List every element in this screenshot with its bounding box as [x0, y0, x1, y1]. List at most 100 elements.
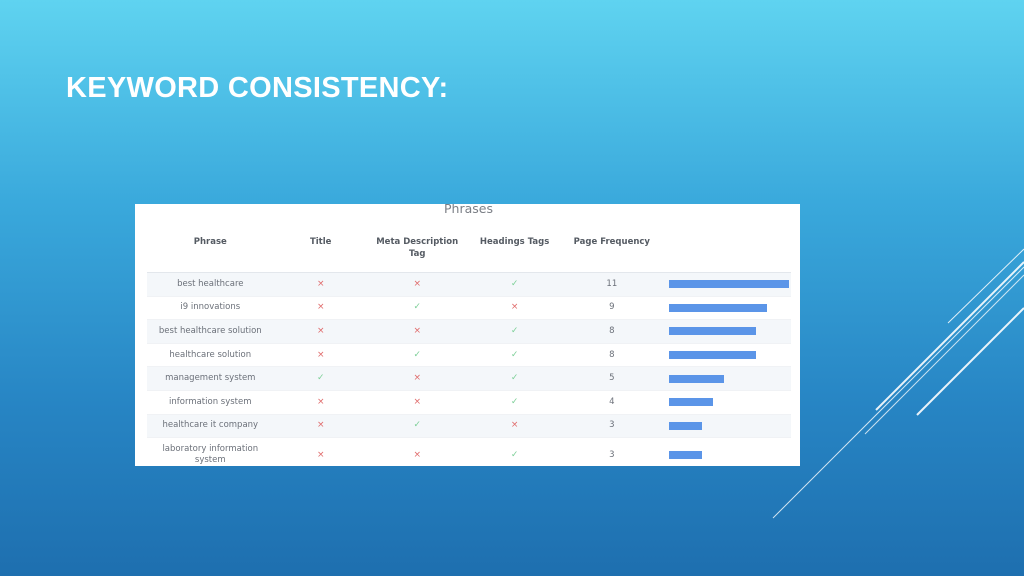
check-icon: ✓	[413, 349, 421, 360]
frequency-cell: 11	[562, 272, 661, 297]
headings-status-cell: ✓	[466, 343, 563, 368]
check-icon: ✓	[316, 373, 325, 384]
phrases-table: Phrase Title Meta Description Tag Headin…	[147, 228, 791, 466]
cross-icon: ×	[316, 325, 325, 336]
table-row: healthcare it company × ✓ × 3	[147, 414, 791, 439]
cross-icon: ×	[510, 420, 519, 431]
table-row: information system × × ✓ 4	[147, 390, 791, 415]
headings-status-cell: ✓	[467, 438, 563, 466]
check-icon: ✓	[510, 325, 519, 336]
headings-status-cell: ✓	[466, 366, 563, 391]
frequency-bar	[669, 303, 767, 312]
cross-icon: ×	[413, 396, 421, 407]
check-icon: ✓	[510, 373, 519, 384]
title-status-cell: ×	[273, 343, 368, 368]
cross-icon: ×	[316, 420, 325, 431]
title-status-cell: ×	[274, 438, 368, 466]
frequency-bar	[669, 280, 789, 289]
column-header-title[interactable]: Title	[273, 228, 368, 273]
frequency-bar-cell	[661, 414, 791, 439]
column-header-phrase[interactable]: Phrase	[147, 228, 274, 273]
meta-status-cell: ×	[367, 390, 467, 415]
deco-line-3	[864, 274, 1024, 435]
frequency-bar-cell	[661, 296, 791, 321]
table-row: management system ✓ × ✓ 5	[147, 366, 791, 391]
meta-status-cell: ×	[368, 438, 467, 466]
frequency-cell: 5	[562, 366, 661, 391]
deco-line-4	[916, 307, 1024, 416]
meta-status-cell: ×	[367, 319, 467, 344]
cross-icon: ×	[316, 396, 325, 407]
meta-status-cell: ✓	[367, 343, 467, 368]
cross-icon: ×	[316, 449, 325, 460]
frequency-cell: 8	[562, 343, 661, 368]
phrase-cell: i9 innovations	[147, 296, 274, 321]
cross-icon: ×	[413, 325, 421, 336]
deco-line-5	[772, 266, 1024, 519]
title-status-cell: ×	[273, 272, 368, 297]
title-status-cell: ×	[273, 390, 368, 415]
check-icon: ✓	[413, 302, 421, 313]
cross-icon: ×	[413, 278, 421, 289]
column-header-page-frequency[interactable]: Page Frequency	[562, 228, 661, 273]
check-icon: ✓	[510, 349, 519, 360]
table-row: best healthcare solution × × ✓ 8	[147, 319, 791, 344]
frequency-cell: 4	[562, 390, 661, 415]
headings-status-cell: ✓	[466, 272, 563, 297]
table-row: laboratory information system × × ✓ 3	[147, 438, 791, 466]
frequency-bar-cell	[661, 390, 791, 415]
column-header-headings-tags[interactable]: Headings Tags	[466, 228, 563, 273]
frequency-bar-cell	[661, 366, 791, 391]
frequency-bar	[669, 327, 756, 336]
title-status-cell: ×	[273, 414, 368, 439]
cross-icon: ×	[413, 373, 421, 384]
frequency-bar-cell	[661, 343, 791, 368]
title-status-cell: ✓	[273, 366, 368, 391]
headings-status-cell: ✓	[466, 319, 563, 344]
frequency-cell: 9	[562, 296, 661, 321]
phrase-cell: healthcare it company	[147, 414, 274, 439]
title-status-cell: ×	[273, 319, 368, 344]
meta-status-cell: ✓	[367, 296, 467, 321]
slide-title: KEYWORD CONSISTENCY:	[66, 72, 449, 104]
phrase-cell: best healthcare solution	[147, 319, 274, 344]
phrases-panel: Phrases Phrase Title Meta Description Ta…	[135, 204, 800, 466]
table-row: healthcare solution × ✓ ✓ 8	[147, 343, 791, 368]
table-row: best healthcare × × ✓ 11	[147, 272, 791, 297]
column-header-bar	[661, 228, 791, 273]
phrase-cell: information system	[147, 390, 274, 415]
meta-status-cell: ×	[367, 366, 467, 391]
headings-status-cell: ×	[466, 414, 563, 439]
phrase-cell: healthcare solution	[147, 343, 274, 368]
phrase-cell: management system	[147, 366, 274, 391]
panel-title: Phrases	[444, 204, 493, 216]
frequency-bar-cell	[661, 438, 791, 466]
check-icon: ✓	[510, 396, 519, 407]
check-icon: ✓	[510, 278, 519, 289]
frequency-cell: 3	[562, 414, 661, 439]
cross-icon: ×	[316, 302, 325, 313]
table-row: i9 innovations × ✓ × 9	[147, 296, 791, 321]
frequency-bar	[669, 374, 724, 383]
frequency-cell: 8	[562, 319, 661, 344]
meta-status-cell: ×	[367, 272, 467, 297]
headings-status-cell: ✓	[466, 390, 563, 415]
frequency-bar-cell	[661, 272, 791, 297]
deco-line-2	[875, 261, 1024, 411]
column-header-meta-description[interactable]: Meta Description Tag	[367, 228, 467, 273]
cross-icon: ×	[316, 349, 325, 360]
title-status-cell: ×	[273, 296, 368, 321]
cross-icon: ×	[316, 278, 325, 289]
frequency-bar	[669, 351, 756, 360]
frequency-bar	[669, 398, 713, 407]
check-icon: ✓	[510, 449, 519, 460]
table-header-row: Phrase Title Meta Description Tag Headin…	[147, 228, 791, 273]
frequency-bar	[669, 421, 702, 430]
cross-icon: ×	[510, 302, 519, 313]
frequency-cell: 3	[609, 449, 615, 460]
frequency-bar	[669, 451, 702, 460]
headings-status-cell: ×	[466, 296, 563, 321]
deco-line-1	[947, 248, 1024, 324]
frequency-bar-cell	[661, 319, 791, 344]
